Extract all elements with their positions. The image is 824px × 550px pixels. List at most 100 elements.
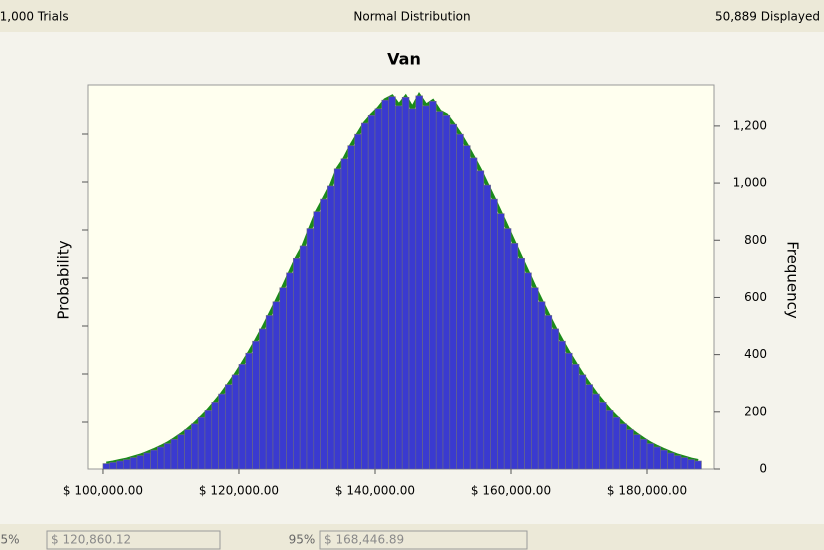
trials: 51,000 Trials xyxy=(0,10,69,24)
bar xyxy=(646,443,655,470)
bar xyxy=(211,402,219,470)
bar xyxy=(401,96,410,470)
y2-tick-label: 800 xyxy=(744,233,767,247)
bar xyxy=(558,340,566,470)
bar xyxy=(578,374,587,470)
bar xyxy=(197,416,206,470)
bar xyxy=(408,108,417,470)
y2-axis-label: Frequency xyxy=(784,241,802,319)
y2-tick-label: 1,000 xyxy=(733,176,767,190)
bar xyxy=(177,434,185,470)
left-ticks xyxy=(82,133,88,423)
bar xyxy=(347,145,355,470)
bar xyxy=(395,105,403,470)
bar xyxy=(510,243,519,470)
bar xyxy=(313,211,321,470)
bar xyxy=(333,168,342,470)
y2-tick-label: 400 xyxy=(744,347,767,361)
bar xyxy=(143,452,151,470)
bar xyxy=(361,122,369,470)
bar xyxy=(136,455,145,470)
x-tick-label: $ 140,000.00 xyxy=(335,484,415,498)
bar xyxy=(524,272,532,470)
low-field xyxy=(46,530,221,550)
bar xyxy=(320,198,328,470)
bar xyxy=(687,459,695,470)
bar xyxy=(639,438,648,470)
y2-tick-label: 0 xyxy=(759,462,767,476)
x-tick-label: $ 180,000.00 xyxy=(607,484,687,498)
low-value: $ 120,860.12 xyxy=(51,533,131,547)
bar xyxy=(680,457,689,470)
bar xyxy=(354,133,362,470)
bar xyxy=(612,416,621,470)
bar xyxy=(388,96,396,470)
bar xyxy=(109,462,117,470)
y2-tick-label: 200 xyxy=(744,404,767,418)
bar xyxy=(585,384,593,470)
bar xyxy=(503,228,512,470)
bar xyxy=(150,449,158,470)
distribution: Normal Distribution xyxy=(353,10,470,24)
low-percentile: 5% xyxy=(0,533,19,547)
x-tick-label: $ 100,000.00 xyxy=(63,484,143,498)
bar xyxy=(449,123,457,470)
bar xyxy=(116,460,124,470)
bar xyxy=(340,158,349,470)
bar xyxy=(225,384,233,470)
bar xyxy=(238,364,247,470)
bar xyxy=(415,95,423,470)
y2-tick-label: 1,200 xyxy=(733,118,767,132)
bar xyxy=(667,452,675,470)
bar xyxy=(170,438,179,470)
bar xyxy=(435,111,444,470)
bar xyxy=(605,410,614,470)
bar xyxy=(265,315,274,470)
bar xyxy=(231,374,240,470)
bar xyxy=(456,133,464,470)
bar xyxy=(429,100,437,470)
bar xyxy=(497,213,505,470)
bar xyxy=(367,115,376,470)
high-percentile: 95% xyxy=(289,533,316,547)
bar xyxy=(374,108,383,470)
bar xyxy=(599,402,607,470)
x-tick-label: $ 160,000.00 xyxy=(471,484,551,498)
bar xyxy=(571,364,580,470)
bar xyxy=(673,455,682,470)
bar xyxy=(129,457,138,470)
bar xyxy=(204,410,213,470)
bar xyxy=(272,301,281,470)
bar xyxy=(483,184,491,470)
bar xyxy=(592,393,600,470)
x-tick-label: $ 120,000.00 xyxy=(199,484,279,498)
bar xyxy=(537,301,546,470)
bar xyxy=(293,257,301,470)
bar xyxy=(306,228,315,470)
bar xyxy=(531,287,539,470)
bar xyxy=(551,328,559,470)
bar xyxy=(463,145,471,470)
bar xyxy=(490,198,498,470)
high-value: $ 168,446.89 xyxy=(324,533,404,547)
bar xyxy=(123,459,131,470)
chart-title: Van xyxy=(387,50,421,69)
bar xyxy=(191,423,199,470)
bar xyxy=(619,423,627,470)
bar xyxy=(517,257,525,470)
displayed: 50,889 Displayed xyxy=(715,10,820,24)
bar xyxy=(626,429,634,470)
bar xyxy=(660,449,668,470)
bar xyxy=(476,170,485,470)
bar xyxy=(157,446,165,470)
bar xyxy=(163,443,172,470)
y-axis-label: Probability xyxy=(55,240,73,319)
bar xyxy=(422,105,430,470)
bar xyxy=(327,185,335,470)
bar xyxy=(694,460,702,470)
bar xyxy=(286,272,294,470)
bar xyxy=(442,115,451,470)
bar xyxy=(218,393,226,470)
bar xyxy=(102,463,111,470)
